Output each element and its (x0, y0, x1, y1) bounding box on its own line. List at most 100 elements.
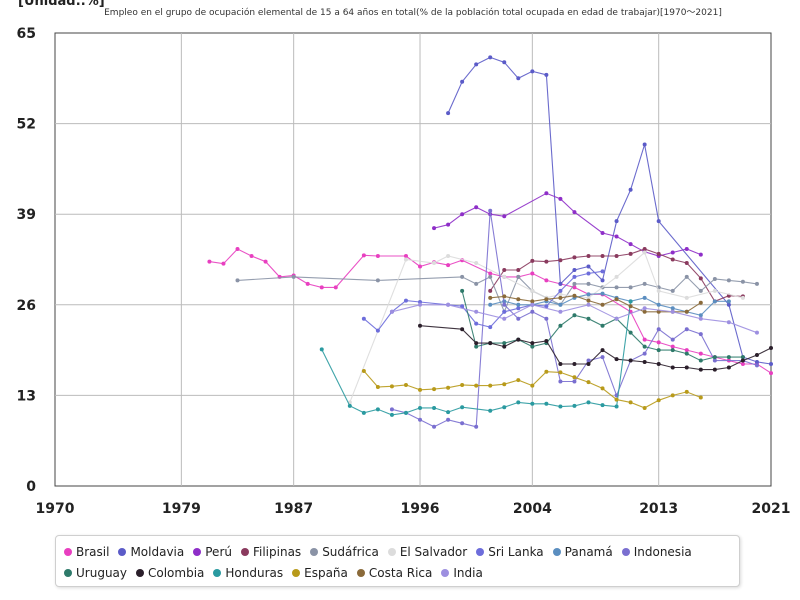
data-point-brasil (249, 254, 254, 259)
data-point-uruguay (656, 348, 661, 353)
legend-item-colombia[interactable]: Colombia (136, 562, 204, 583)
data-point-brasil (656, 340, 661, 345)
legend-item-honduras[interactable]: Honduras (213, 562, 283, 583)
data-point-colombia (502, 344, 507, 349)
data-point-colombia (474, 341, 479, 346)
legend-label: Sri Lanka (488, 544, 544, 559)
data-point-el-salvador (558, 292, 563, 297)
series-line-costa-rica (490, 295, 702, 313)
data-point-indonesia (698, 332, 703, 337)
data-point-sri-lanka (488, 325, 493, 330)
legend-marker-icon (213, 568, 222, 577)
data-point-indonesia (712, 358, 717, 363)
data-point-peru (460, 212, 465, 217)
data-point-brasil (642, 337, 647, 342)
data-point-moldavia (572, 267, 577, 272)
legend-item-sri-lanka[interactable]: Sri Lanka (476, 541, 544, 562)
legend-item-uruguay[interactable]: Uruguay (64, 562, 127, 583)
data-point-espana (642, 405, 647, 410)
data-point-moldavia (558, 281, 563, 286)
x-tick-label: 2004 (513, 501, 552, 517)
data-point-uruguay (502, 341, 507, 346)
legend-item-india[interactable]: India (441, 562, 483, 583)
data-point-colombia (460, 327, 465, 332)
legend-item-peru[interactable]: Perú (193, 541, 232, 562)
data-point-moldavia (488, 55, 493, 60)
data-point-uruguay (572, 313, 577, 318)
data-point-filipinas (530, 258, 535, 263)
data-point-el-salvador (614, 274, 619, 279)
legend-item-moldavia[interactable]: Moldavia (118, 541, 184, 562)
data-point-uruguay (712, 355, 717, 360)
data-point-filipinas (586, 254, 591, 259)
data-point-panama (698, 313, 703, 318)
data-point-panama (642, 295, 647, 300)
data-point-peru (474, 205, 479, 210)
data-point-indonesia (670, 337, 675, 342)
data-point-sri-lanka (361, 316, 366, 321)
chart-title: Empleo en el grupo de ocupación elementa… (104, 8, 722, 18)
data-point-espana (558, 370, 563, 375)
data-point-peru (670, 250, 675, 255)
data-point-costa-rica (642, 309, 647, 314)
data-point-peru (614, 234, 619, 239)
data-point-espana (432, 387, 437, 392)
data-point-panama (600, 291, 605, 296)
data-point-brasil (488, 271, 493, 276)
data-point-sri-lanka (600, 269, 605, 274)
data-point-honduras (446, 410, 451, 415)
data-point-colombia (754, 352, 759, 357)
y-tick-label: 26 (17, 298, 36, 314)
data-point-honduras (432, 405, 437, 410)
data-point-uruguay (726, 355, 731, 360)
legend-label: Uruguay (76, 565, 127, 580)
data-point-uruguay (530, 344, 535, 349)
data-point-indonesia (502, 302, 507, 307)
data-point-espana (684, 389, 689, 394)
data-point-costa-rica (586, 298, 591, 303)
legend-item-filipinas[interactable]: Filipinas (240, 541, 301, 562)
data-point-sri-lanka (544, 304, 549, 309)
data-point-colombia (516, 337, 521, 342)
data-point-honduras (530, 401, 535, 406)
data-point-sri-lanka (375, 328, 380, 333)
legend-marker-icon (240, 547, 249, 556)
data-point-panama (586, 292, 591, 297)
data-point-filipinas (628, 251, 633, 256)
data-point-costa-rica (656, 309, 661, 314)
data-point-indonesia (544, 316, 549, 321)
data-point-espana (446, 385, 451, 390)
legend-item-indonesia[interactable]: Indonesia (621, 541, 692, 562)
data-point-indonesia (656, 327, 661, 332)
data-point-costa-rica (572, 293, 577, 298)
data-point-panama (488, 302, 493, 307)
data-point-india (502, 316, 507, 321)
data-point-indonesia (642, 351, 647, 356)
legend-item-panama[interactable]: Panamá (552, 541, 613, 562)
data-point-colombia (488, 341, 493, 346)
data-point-filipinas (642, 247, 647, 252)
data-point-sudafrica (614, 285, 619, 290)
legend-item-el-salvador[interactable]: El Salvador (387, 541, 467, 562)
data-point-sudafrica (754, 281, 759, 286)
data-point-sudafrica (628, 285, 633, 290)
data-point-espana (544, 369, 549, 374)
legend-item-brasil[interactable]: Brasil (64, 541, 109, 562)
data-point-espana (698, 395, 703, 400)
data-point-moldavia (726, 302, 731, 307)
data-point-india (586, 302, 591, 307)
data-point-india (418, 302, 423, 307)
data-point-honduras (375, 407, 380, 412)
data-point-costa-rica (698, 300, 703, 305)
data-point-costa-rica (614, 297, 619, 302)
data-point-indonesia (389, 407, 394, 412)
legend-item-costa-rica[interactable]: Costa Rica (356, 562, 432, 583)
data-point-el-salvador (740, 295, 745, 300)
data-point-sri-lanka (586, 271, 591, 276)
data-point-brasil (333, 285, 338, 290)
legend-item-sudafrica[interactable]: Sudáfrica (310, 541, 379, 562)
legend: Brasil Moldavia Perú Filipinas Sudáfrica El S… (55, 535, 740, 587)
data-point-espana (403, 382, 408, 387)
data-point-sudafrica (516, 274, 521, 279)
legend-item-espana[interactable]: España (292, 562, 348, 583)
